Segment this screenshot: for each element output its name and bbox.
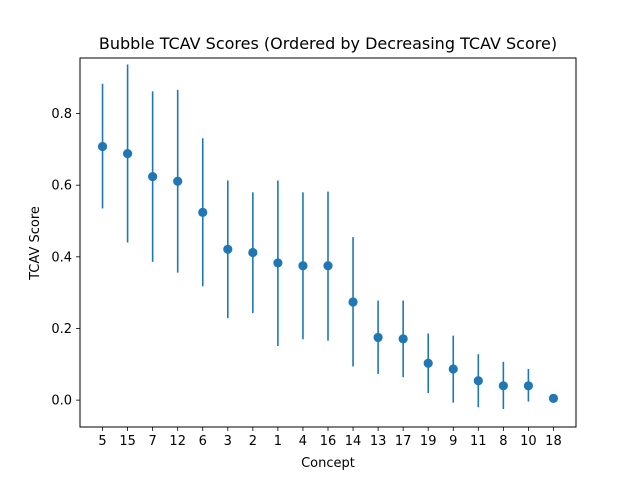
data-point-2 (248, 247, 258, 258)
y-axis-label: TCAV Score (28, 206, 43, 281)
x-tick-label: 15 (119, 434, 136, 449)
y-tick-label: 0.0 (51, 394, 72, 409)
data-point-12 (173, 176, 183, 186)
x-tick-label: 6 (199, 434, 207, 449)
data-point-17 (398, 334, 408, 344)
data-point-18 (548, 393, 559, 403)
x-tick-label: 17 (395, 434, 412, 449)
x-tick-label: 3 (224, 434, 232, 449)
data-point-15 (122, 149, 133, 159)
x-tick-label: 10 (520, 434, 537, 449)
data-point-6 (198, 207, 208, 218)
data-point-16 (323, 261, 333, 271)
x-tick-label: 14 (345, 434, 362, 449)
x-tick-label: 9 (449, 434, 457, 449)
x-tick-label: 5 (98, 434, 106, 449)
y-tick-label: 0.8 (51, 107, 72, 122)
data-point-8 (498, 381, 508, 391)
x-tick-label: 2 (249, 434, 257, 449)
data-point-14 (348, 297, 358, 307)
x-tick-label: 16 (320, 434, 337, 449)
data-point-3 (223, 244, 233, 254)
data-point-4 (298, 261, 308, 271)
x-tick-label: 19 (420, 434, 437, 449)
data-point-10 (523, 381, 534, 391)
plot-area (97, 64, 559, 410)
data-point-19 (423, 358, 433, 368)
data-point-7 (148, 171, 158, 182)
data-point-9 (448, 364, 458, 374)
chart-title: Bubble TCAV Scores (Ordered by Decreasin… (99, 34, 557, 53)
data-point-5 (97, 141, 108, 152)
y-tick-label: 0.6 (51, 179, 72, 194)
y-tick-label: 0.2 (51, 322, 72, 337)
y-axis: 0.0 0.2 0.4 0.6 0.8 (51, 107, 80, 409)
x-tick-label: 4 (299, 434, 307, 449)
y-tick-label: 0.4 (51, 250, 72, 265)
x-tick-label: 18 (545, 434, 562, 449)
x-tick-label: 1 (274, 434, 282, 449)
x-tick-label: 8 (499, 434, 507, 449)
x-axis: 5 15 7 12 6 3 2 1 4 16 14 13 17 19 9 11 8 10 18 (98, 427, 562, 449)
x-tick-label: 12 (169, 434, 186, 449)
x-tick-label: 7 (149, 434, 157, 449)
data-point-1 (273, 258, 283, 268)
x-tick-label: 13 (370, 434, 387, 449)
x-tick-label: 11 (470, 434, 487, 449)
x-axis-label: Concept (301, 456, 355, 471)
data-point-13 (373, 332, 383, 343)
data-point-11 (473, 376, 483, 386)
